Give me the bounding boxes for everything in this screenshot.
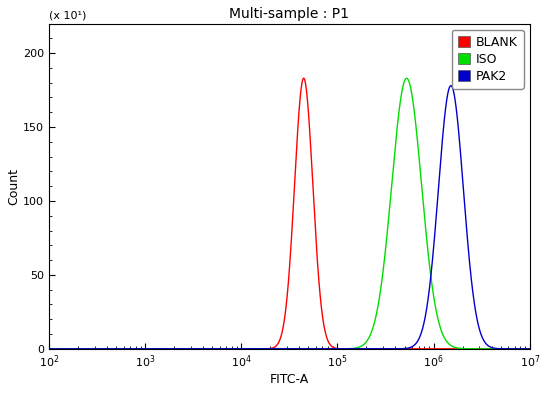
BLANK: [351, 347, 358, 351]
Line: PAK2: PAK2: [49, 86, 530, 349]
PAK2: [447, 83, 454, 88]
PAK2: [330, 347, 336, 351]
PAK2: [69, 347, 76, 351]
ISO: [527, 347, 533, 351]
Legend: BLANK, ISO, PAK2: BLANK, ISO, PAK2: [452, 30, 523, 89]
BLANK: [428, 347, 434, 351]
X-axis label: FITC-A: FITC-A: [270, 373, 309, 386]
PAK2: [219, 347, 226, 351]
BLANK: [45, 347, 52, 351]
BLANK: [527, 347, 533, 351]
PAK2: [527, 347, 533, 351]
ISO: [330, 347, 336, 351]
ISO: [45, 347, 52, 351]
Y-axis label: Count: Count: [7, 168, 20, 205]
ISO: [403, 76, 410, 81]
BLANK: [330, 345, 337, 350]
PAK2: [428, 272, 434, 277]
ISO: [402, 77, 409, 82]
BLANK: [219, 347, 226, 351]
PAK2: [351, 347, 358, 351]
ISO: [428, 276, 434, 281]
Title: Multi-sample : P1: Multi-sample : P1: [229, 7, 349, 21]
Line: BLANK: BLANK: [49, 78, 530, 349]
ISO: [219, 347, 226, 351]
BLANK: [300, 76, 307, 81]
PAK2: [45, 347, 52, 351]
Text: (x 10¹): (x 10¹): [49, 10, 86, 20]
Line: ISO: ISO: [49, 78, 530, 349]
ISO: [351, 346, 358, 351]
PAK2: [402, 346, 409, 351]
BLANK: [69, 347, 76, 351]
BLANK: [402, 347, 409, 351]
ISO: [69, 347, 76, 351]
